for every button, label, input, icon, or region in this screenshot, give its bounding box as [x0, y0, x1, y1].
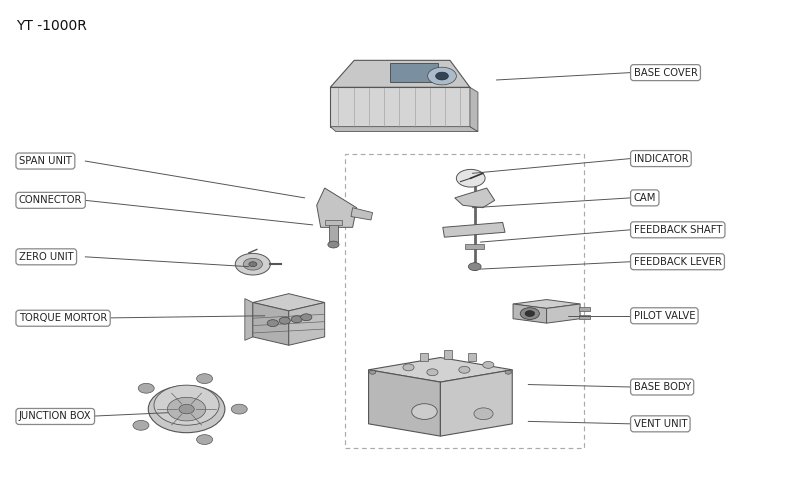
Circle shape [231, 404, 248, 414]
Text: VENT UNIT: VENT UNIT [634, 419, 687, 429]
Bar [421, 353, 429, 362]
Polygon shape [443, 222, 505, 237]
Polygon shape [253, 302, 288, 345]
Circle shape [291, 316, 302, 323]
Circle shape [154, 385, 219, 425]
Circle shape [328, 241, 339, 248]
Circle shape [474, 408, 493, 420]
Text: TORQUE MORTOR: TORQUE MORTOR [19, 313, 107, 323]
Bar [578, 315, 590, 319]
Text: JUNCTION BOX: JUNCTION BOX [19, 412, 91, 421]
Circle shape [369, 370, 376, 374]
Circle shape [139, 383, 155, 393]
Polygon shape [470, 87, 478, 131]
Circle shape [436, 72, 449, 80]
Circle shape [280, 317, 290, 324]
Text: SPAN UNIT: SPAN UNIT [19, 156, 72, 166]
Text: CONNECTOR: CONNECTOR [19, 195, 83, 206]
Polygon shape [330, 60, 470, 87]
Circle shape [427, 369, 438, 376]
Bar [578, 307, 590, 311]
Bar [328, 222, 338, 242]
Circle shape [300, 314, 312, 321]
Polygon shape [316, 188, 356, 227]
Circle shape [525, 311, 534, 317]
Polygon shape [288, 302, 324, 345]
Bar [324, 220, 342, 225]
Polygon shape [368, 370, 441, 436]
Circle shape [505, 370, 512, 374]
Polygon shape [513, 299, 580, 308]
Circle shape [412, 404, 437, 419]
Circle shape [459, 367, 470, 373]
Text: BASE COVER: BASE COVER [634, 68, 698, 78]
Bar [445, 350, 453, 359]
Polygon shape [351, 207, 372, 220]
Text: YT -1000R: YT -1000R [16, 19, 87, 33]
Circle shape [428, 67, 457, 85]
Circle shape [148, 385, 225, 433]
Text: PILOT VALVE: PILOT VALVE [634, 311, 695, 321]
Circle shape [268, 320, 279, 327]
Circle shape [196, 374, 212, 383]
Polygon shape [390, 63, 438, 82]
Polygon shape [330, 126, 478, 131]
Polygon shape [513, 304, 546, 323]
Bar [469, 353, 477, 362]
Text: FEEDBACK SHAFT: FEEDBACK SHAFT [634, 225, 722, 235]
Polygon shape [330, 87, 470, 126]
Circle shape [133, 420, 149, 430]
Circle shape [167, 397, 206, 421]
Text: FEEDBACK LEVER: FEEDBACK LEVER [634, 257, 722, 267]
Circle shape [457, 169, 485, 187]
Circle shape [196, 435, 212, 445]
Circle shape [249, 262, 257, 267]
Circle shape [403, 364, 414, 371]
Circle shape [235, 253, 271, 275]
Circle shape [483, 362, 494, 369]
Text: ZERO UNIT: ZERO UNIT [19, 252, 74, 262]
Polygon shape [368, 358, 513, 382]
Polygon shape [455, 188, 495, 207]
Text: CAM: CAM [634, 193, 656, 203]
Bar [465, 244, 485, 249]
Polygon shape [253, 293, 324, 311]
Circle shape [179, 405, 194, 414]
Polygon shape [245, 298, 253, 340]
Circle shape [244, 258, 263, 270]
Polygon shape [546, 304, 580, 323]
Text: INDICATOR: INDICATOR [634, 154, 688, 164]
Circle shape [520, 308, 539, 320]
Polygon shape [441, 370, 513, 436]
Circle shape [469, 263, 481, 271]
Text: BASE BODY: BASE BODY [634, 382, 690, 392]
